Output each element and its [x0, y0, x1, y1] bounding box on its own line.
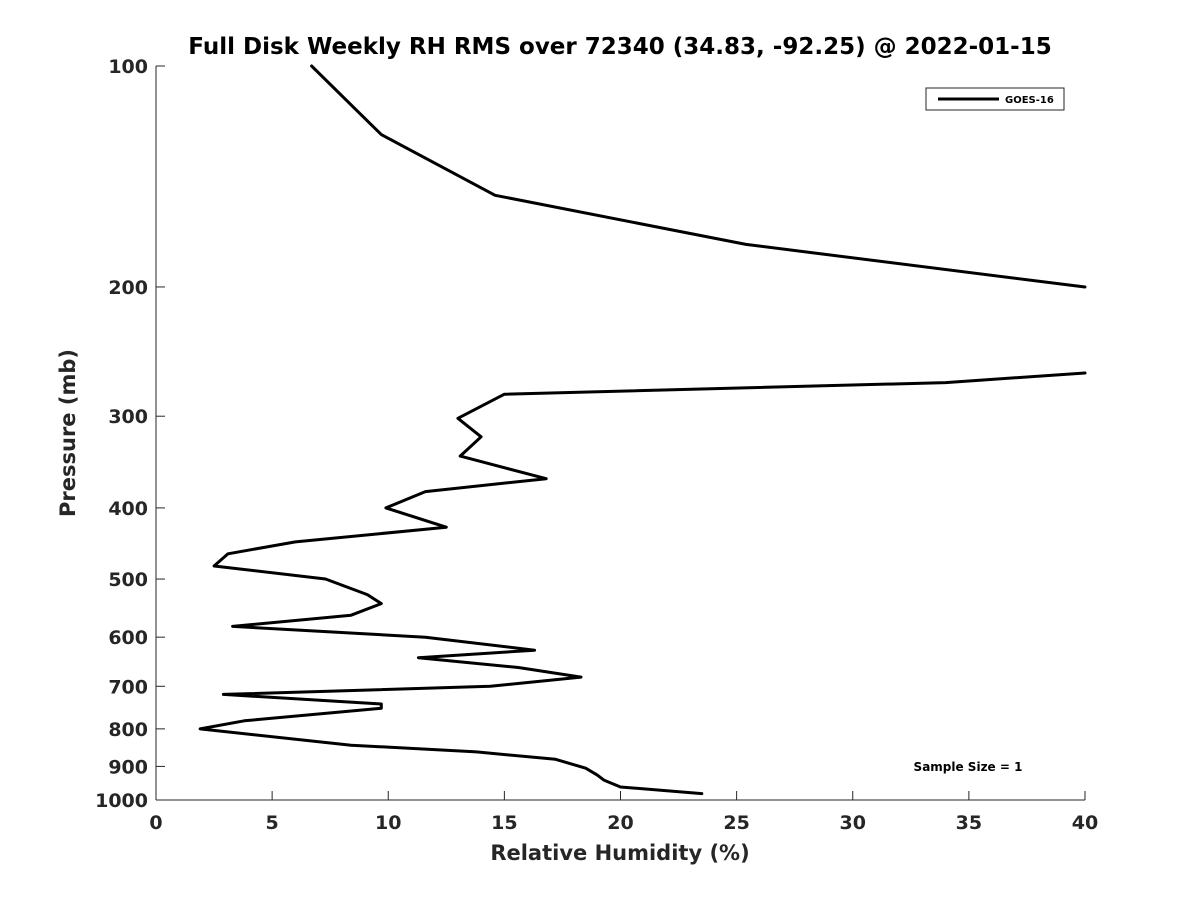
x-tick-label: 10	[375, 812, 401, 834]
y-tick-label: 700	[108, 676, 148, 698]
x-tick-label: 5	[266, 812, 279, 834]
legend-label-goes-16: GOES-16	[1005, 95, 1054, 106]
x-tick-label: 20	[607, 812, 633, 834]
series-line-goes-16-segment-2	[198, 371, 1087, 796]
y-axis-ticks: 100 200 300 400 500 600 700 800 900 1000	[95, 56, 165, 812]
series-line-goes-16-segment-1	[310, 64, 1087, 289]
series-layer	[198, 64, 1087, 796]
x-axis-title: Relative Humidity (%)	[490, 841, 749, 865]
x-tick-label: 0	[149, 812, 162, 834]
legend: GOES-16	[925, 87, 1065, 111]
y-tick-label: 400	[108, 498, 148, 520]
y-tick-label: 100	[108, 56, 148, 78]
x-tick-label: 40	[1072, 812, 1098, 834]
x-tick-label: 30	[840, 812, 866, 834]
x-axis-ticks: 0 5 10 15 20 25 30 35 40	[149, 791, 1098, 834]
y-tick-label: 300	[108, 406, 148, 428]
y-tick-label: 900	[108, 756, 148, 778]
x-tick-label: 35	[956, 812, 982, 834]
x-tick-label: 15	[491, 812, 517, 834]
y-tick-label: 200	[108, 277, 148, 299]
y-axis-title: Pressure (mb)	[56, 349, 80, 517]
chart-title: Full Disk Weekly RH RMS over 72340 (34.8…	[188, 34, 1051, 60]
y-tick-label: 1000	[95, 790, 148, 812]
x-tick-label: 25	[723, 812, 749, 834]
y-tick-label: 600	[108, 627, 148, 649]
y-tick-label: 500	[108, 569, 148, 591]
sample-size-annotation: Sample Size = 1	[914, 760, 1023, 774]
y-tick-label: 800	[108, 719, 148, 741]
